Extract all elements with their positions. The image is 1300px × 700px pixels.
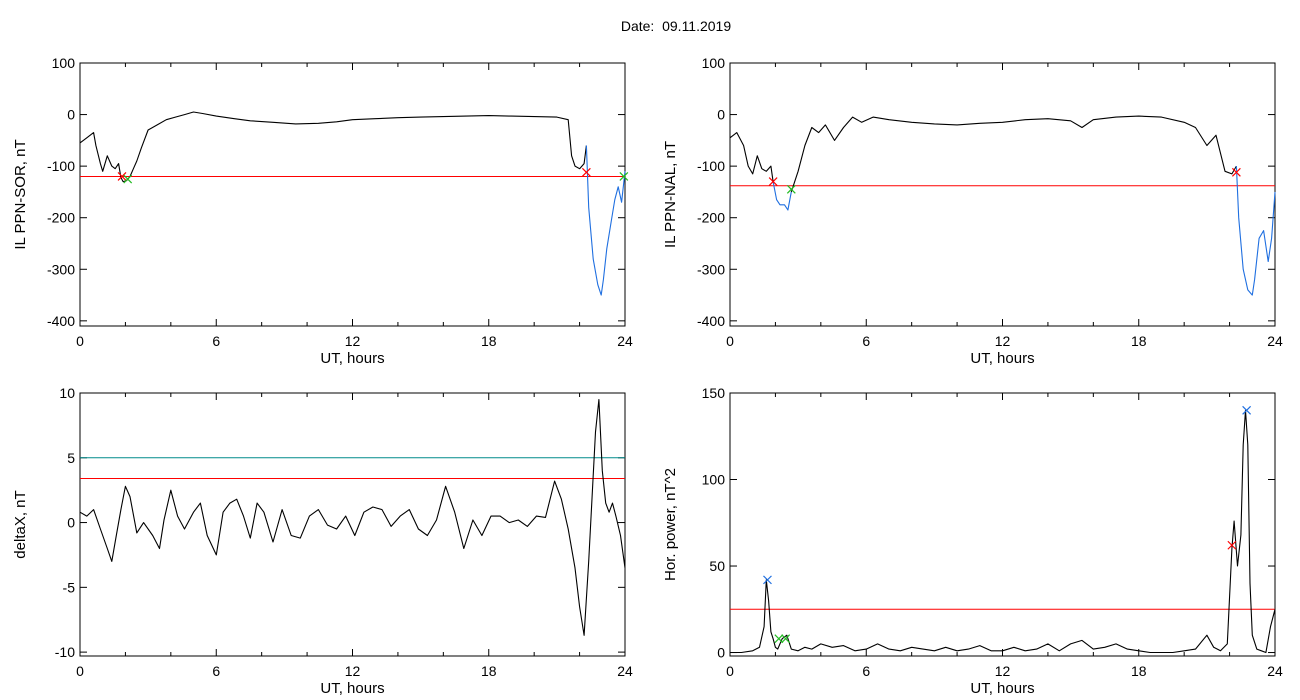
x-axis-label: UT, hours — [320, 680, 384, 697]
x-tick-label: 12 — [995, 333, 1011, 349]
y-tick-label: -300 — [697, 261, 725, 277]
series-line — [79, 398, 626, 636]
series-line — [1235, 166, 1276, 296]
y-axis-label: IL PPN-SOR, nT — [12, 139, 29, 249]
plot-frame — [79, 62, 626, 327]
y-tick-label: 5 — [67, 450, 75, 466]
chart-il-ppn-sor: 0 6 12 18 24 100 0 -100 -200 -300 -400 UT, hours IL … — [12, 55, 633, 367]
y-tick-label: 0 — [67, 515, 75, 531]
x-tick-label: 12 — [995, 663, 1011, 679]
cross-marker — [768, 177, 778, 187]
x-tick-label: 24 — [1267, 333, 1283, 349]
y-tick-label: 100 — [702, 472, 726, 488]
page-title: Date: 09.11.2019 — [620, 18, 732, 34]
x-tick-label: 18 — [1131, 333, 1147, 349]
y-tick-label: 50 — [709, 558, 725, 574]
x-tick-label: 24 — [617, 663, 633, 679]
cross-marker — [1227, 540, 1237, 550]
x-tick-label: 12 — [345, 333, 361, 349]
y-axis-label: deltaX, nT — [12, 490, 29, 558]
y-tick-label: 0 — [717, 107, 725, 123]
x-tick-label: 0 — [726, 333, 734, 349]
y-tick-label: -400 — [697, 313, 725, 329]
x-tick-label: 24 — [1267, 663, 1283, 679]
y-tick-label: -300 — [47, 261, 75, 277]
x-tick-label: 6 — [862, 333, 870, 349]
cross-marker — [123, 174, 133, 184]
y-tick-label: 100 — [52, 55, 76, 71]
x-tick-label: 0 — [76, 333, 84, 349]
y-tick-label: 10 — [59, 385, 75, 401]
series-line — [729, 132, 774, 182]
y-tick-label: 150 — [702, 385, 726, 401]
cross-marker — [117, 172, 127, 181]
y-tick-label: -10 — [55, 644, 75, 660]
x-tick-label: 24 — [617, 333, 633, 349]
x-tick-label: 6 — [212, 333, 220, 349]
x-axis-label: UT, hours — [970, 680, 1034, 697]
plot-frame — [79, 392, 626, 657]
plot-frame — [729, 392, 1276, 657]
x-tick-label: 18 — [481, 663, 497, 679]
y-tick-label: 0 — [717, 645, 725, 661]
x-tick-label: 18 — [1131, 663, 1147, 679]
y-tick-label: -400 — [47, 313, 75, 329]
x-axis-label: UT, hours — [970, 350, 1034, 367]
series-line — [730, 409, 1276, 654]
y-axis-label: IL PPN-NAL, nT — [662, 141, 679, 248]
cross-marker — [763, 575, 772, 585]
cross-marker — [786, 184, 796, 194]
series-line — [585, 145, 626, 296]
x-tick-label: 6 — [212, 663, 220, 679]
series-line — [790, 115, 1237, 193]
x-tick-label: 0 — [726, 663, 734, 679]
cross-marker — [1242, 405, 1252, 415]
y-axis-label: Hor. power, nT^2 — [662, 468, 679, 581]
x-tick-label: 0 — [76, 663, 84, 679]
y-tick-label: 100 — [702, 55, 726, 71]
cross-marker — [781, 634, 791, 644]
y-tick-label: -5 — [63, 579, 76, 595]
cross-marker — [581, 167, 591, 177]
x-tick-label: 18 — [481, 333, 497, 349]
plot-frame — [729, 62, 1276, 327]
chart-il-ppn-nal: 0 6 12 18 24 100 0 -100 -200 -300 -400 UT, hours IL … — [662, 55, 1283, 367]
series-line — [772, 181, 792, 211]
series-line — [79, 111, 587, 183]
x-axis-label: UT, hours — [320, 350, 384, 367]
chart-delta-x: 0 6 12 18 24 10 5 0 -5 -10 UT, hours deltaX, nT — [12, 385, 633, 697]
x-tick-label: 12 — [345, 663, 361, 679]
cross-marker — [774, 634, 784, 644]
y-tick-label: -100 — [697, 158, 725, 174]
y-tick-label: -100 — [47, 158, 75, 174]
cross-marker — [1231, 167, 1241, 177]
cross-marker — [619, 172, 629, 181]
x-tick-label: 6 — [862, 663, 870, 679]
y-tick-label: -200 — [47, 210, 75, 226]
y-tick-label: 0 — [67, 107, 75, 123]
chart-hor-power: 0 6 12 18 24 150 100 50 0 UT, hours Hor. power, nT… — [662, 385, 1283, 697]
y-tick-label: -200 — [697, 210, 725, 226]
